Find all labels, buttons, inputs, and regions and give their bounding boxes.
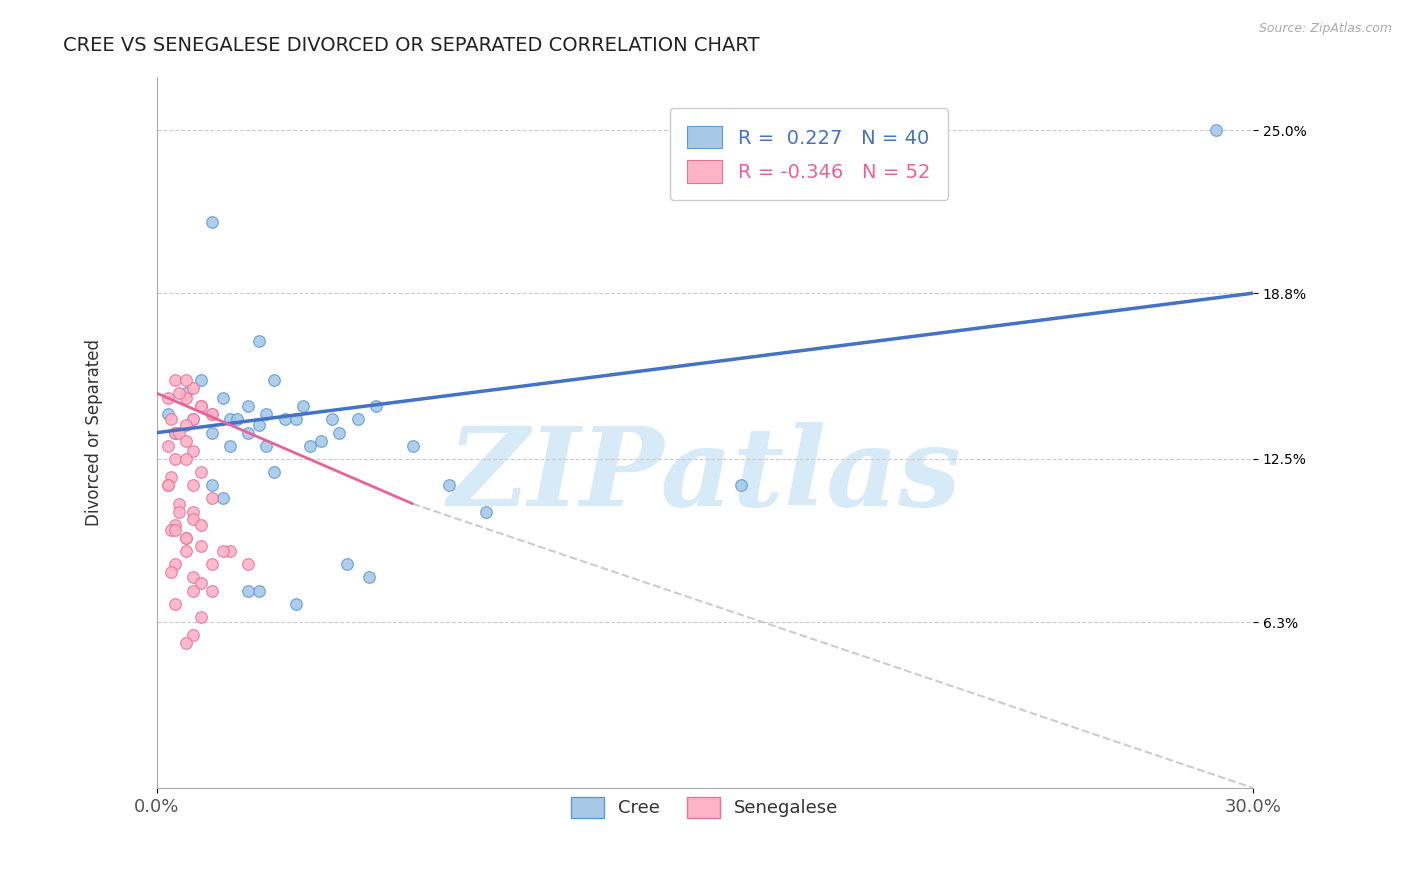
Point bbox=[165, 373, 187, 387]
Point bbox=[174, 531, 197, 545]
Point bbox=[183, 444, 205, 458]
Y-axis label: Divorced or Separated: Divorced or Separated bbox=[86, 339, 103, 526]
Point bbox=[401, 439, 423, 453]
Point bbox=[190, 610, 212, 624]
Point bbox=[183, 412, 205, 426]
Point bbox=[190, 465, 212, 479]
Point bbox=[167, 386, 190, 401]
Point bbox=[183, 412, 205, 426]
Text: CREE VS SENEGALESE DIVORCED OR SEPARATED CORRELATION CHART: CREE VS SENEGALESE DIVORCED OR SEPARATED… bbox=[63, 36, 759, 54]
Point bbox=[236, 400, 259, 414]
Point bbox=[174, 452, 197, 467]
Point bbox=[200, 425, 222, 440]
Point bbox=[156, 478, 179, 492]
Point bbox=[299, 439, 322, 453]
Point bbox=[254, 439, 277, 453]
Point bbox=[236, 583, 259, 598]
Point bbox=[218, 544, 240, 558]
Point bbox=[357, 570, 380, 584]
Point bbox=[437, 478, 460, 492]
Point bbox=[200, 583, 222, 598]
Point bbox=[190, 400, 212, 414]
Point bbox=[273, 412, 295, 426]
Point bbox=[190, 517, 212, 532]
Point bbox=[156, 478, 179, 492]
Point bbox=[284, 597, 307, 611]
Point bbox=[211, 392, 233, 406]
Point bbox=[183, 628, 205, 642]
Point bbox=[328, 425, 350, 440]
Point bbox=[183, 505, 205, 519]
Point bbox=[247, 417, 270, 432]
Point bbox=[226, 412, 249, 426]
Point bbox=[167, 425, 190, 440]
Point bbox=[160, 412, 183, 426]
Point bbox=[263, 465, 285, 479]
Point bbox=[167, 505, 190, 519]
Point bbox=[165, 452, 187, 467]
Point bbox=[190, 539, 212, 553]
Point bbox=[254, 407, 277, 421]
Point bbox=[364, 400, 387, 414]
Point bbox=[174, 636, 197, 650]
Point bbox=[165, 517, 187, 532]
Point bbox=[200, 491, 222, 506]
Point bbox=[263, 373, 285, 387]
Point bbox=[284, 412, 307, 426]
Legend: Cree, Senegalese: Cree, Senegalese bbox=[564, 789, 845, 825]
Point bbox=[336, 558, 359, 572]
Point bbox=[247, 583, 270, 598]
Point bbox=[291, 400, 314, 414]
Point bbox=[190, 575, 212, 590]
Point bbox=[200, 215, 222, 229]
Point bbox=[156, 439, 179, 453]
Point bbox=[156, 392, 179, 406]
Point bbox=[174, 544, 197, 558]
Point bbox=[165, 425, 187, 440]
Text: Source: ZipAtlas.com: Source: ZipAtlas.com bbox=[1258, 22, 1392, 36]
Point bbox=[236, 558, 259, 572]
Point bbox=[160, 470, 183, 484]
Point bbox=[165, 523, 187, 537]
Point bbox=[211, 491, 233, 506]
Point bbox=[321, 412, 343, 426]
Point bbox=[165, 425, 187, 440]
Point bbox=[174, 417, 197, 432]
Point bbox=[167, 497, 190, 511]
Point bbox=[200, 558, 222, 572]
Point bbox=[346, 412, 368, 426]
Point bbox=[165, 558, 187, 572]
Point bbox=[730, 478, 752, 492]
Point bbox=[190, 400, 212, 414]
Point bbox=[174, 531, 197, 545]
Point bbox=[160, 565, 183, 579]
Point bbox=[200, 407, 222, 421]
Point bbox=[1205, 123, 1227, 137]
Point bbox=[218, 412, 240, 426]
Point bbox=[190, 373, 212, 387]
Point bbox=[183, 583, 205, 598]
Point bbox=[309, 434, 332, 448]
Point bbox=[165, 597, 187, 611]
Point bbox=[174, 386, 197, 401]
Point bbox=[200, 478, 222, 492]
Point bbox=[174, 373, 197, 387]
Point bbox=[474, 505, 496, 519]
Point bbox=[183, 381, 205, 395]
Text: ZIPatlas: ZIPatlas bbox=[449, 422, 962, 529]
Point bbox=[247, 334, 270, 348]
Point bbox=[183, 478, 205, 492]
Point bbox=[174, 392, 197, 406]
Point bbox=[156, 407, 179, 421]
Point bbox=[174, 434, 197, 448]
Point bbox=[218, 439, 240, 453]
Point bbox=[183, 512, 205, 526]
Point bbox=[200, 407, 222, 421]
Point bbox=[211, 544, 233, 558]
Point bbox=[236, 425, 259, 440]
Point bbox=[160, 523, 183, 537]
Point bbox=[183, 570, 205, 584]
